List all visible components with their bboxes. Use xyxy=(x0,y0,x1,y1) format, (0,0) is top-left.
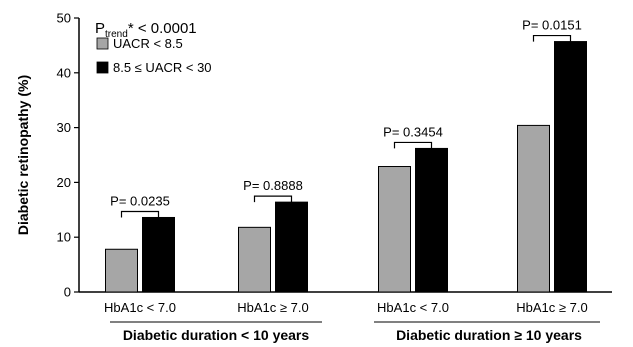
svg-text:Ptrend* < 0.0001: Ptrend* < 0.0001 xyxy=(95,20,197,40)
p-value-annotations: P= 0.0235 P= 0.8888 P= 0.3454 P= 0.0151 xyxy=(110,18,582,218)
p-value-bracket xyxy=(253,195,293,203)
y-tick-label: 40 xyxy=(57,65,71,80)
p-value-label: P= 0.0235 xyxy=(110,193,170,208)
legend-label: UACR < 8.5 xyxy=(113,36,183,51)
bar-uacr-high xyxy=(554,41,587,293)
bars xyxy=(105,41,587,293)
p-value-label: P= 0.3454 xyxy=(383,124,443,139)
y-tick-label: 30 xyxy=(57,120,71,135)
y-tick-label: 0 xyxy=(64,285,71,300)
y-tick-label: 10 xyxy=(57,230,71,245)
group-label: Diabetic duration < 10 years xyxy=(123,327,310,343)
bar-uacr-high xyxy=(142,216,175,293)
group-label: Diabetic duration ≥ 10 years xyxy=(396,327,582,343)
y-tick-label: 20 xyxy=(57,175,71,190)
p-value-bracket xyxy=(120,210,160,218)
bar-uacr-low xyxy=(238,226,271,293)
bar-uacr-low xyxy=(517,124,550,293)
legend-swatch xyxy=(96,61,109,74)
category-labels: HbA1c < 7.0 HbA1c ≥ 7.0 HbA1c < 7.0 HbA1c ≥… xyxy=(104,300,600,343)
x-tick-label: HbA1c < 7.0 xyxy=(377,300,449,315)
legend: UACR < 8.5 8.5 ≤ UACR < 30 xyxy=(96,36,212,75)
trend-subscript: trend xyxy=(105,29,128,40)
trend-prefix: P xyxy=(95,20,105,37)
x-tick-label: HbA1c ≥ 7.0 xyxy=(237,300,308,315)
p-value-label: P= 0.8888 xyxy=(243,178,303,193)
legend-swatch xyxy=(96,37,109,50)
p-value-bracket xyxy=(532,34,572,42)
y-axis-title: Diabetic retinopathy (%) xyxy=(15,75,31,235)
trend-annotation: Ptrend* < 0.0001 xyxy=(95,20,197,40)
x-tick-label: HbA1c < 7.0 xyxy=(104,300,176,315)
x-tick-label: HbA1c ≥ 7.0 xyxy=(516,300,587,315)
bar-uacr-high xyxy=(275,201,308,293)
y-tick-label: 50 xyxy=(57,11,71,26)
legend-label: 8.5 ≤ UACR < 30 xyxy=(113,60,212,75)
bar-uacr-high xyxy=(415,147,448,293)
p-value-bracket xyxy=(393,141,433,149)
trend-suffix: * < 0.0001 xyxy=(128,20,197,37)
p-value-label: P= 0.0151 xyxy=(522,18,582,33)
bar-uacr-low xyxy=(105,248,138,293)
bar-uacr-low xyxy=(378,166,411,293)
